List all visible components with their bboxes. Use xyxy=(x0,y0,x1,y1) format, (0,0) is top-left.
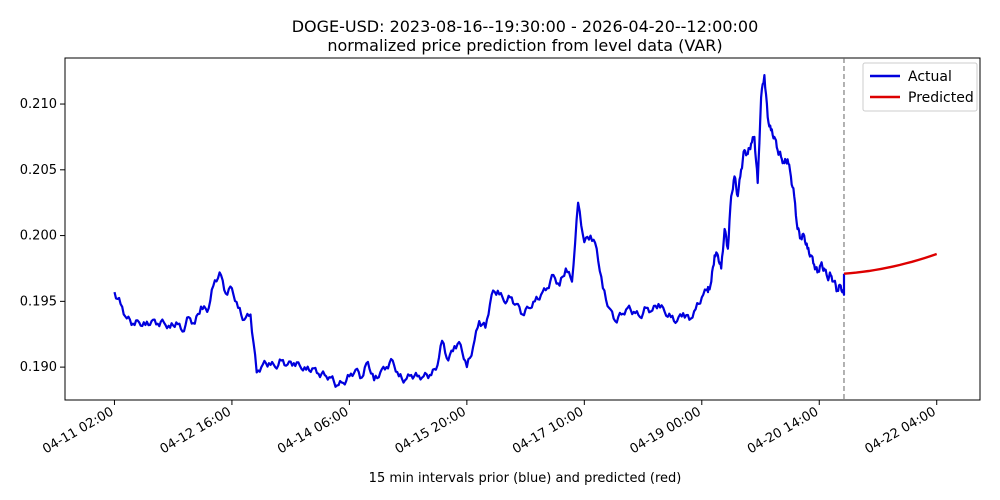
chart-subtitle: normalized price prediction from level d… xyxy=(327,36,722,55)
x-tick-label: 04-14 06:00 xyxy=(275,404,351,457)
legend: Actual Predicted xyxy=(862,62,978,112)
plot-area: 0.190 0.195 0.200 0.205 0.210 04-11 02:00 04-1… xyxy=(20,57,981,457)
x-tick-label: 04-15 20:00 xyxy=(393,404,469,457)
y-tick-label: 0.195 xyxy=(20,294,57,309)
y-tick-label: 0.205 xyxy=(20,163,57,178)
legend-label-predicted: Predicted xyxy=(908,90,974,106)
x-tick-label: 04-19 00:00 xyxy=(628,404,704,457)
chart-title: DOGE-USD: 2023-08-16--19:30:00 - 2026-04… xyxy=(292,17,759,36)
x-tick-label: 04-20 14:00 xyxy=(745,404,821,457)
series-actual-line xyxy=(113,74,846,388)
y-tick-label: 0.200 xyxy=(20,229,57,244)
x-axis-label: 15 min intervals prior (blue) and predic… xyxy=(369,471,682,486)
x-tick-label: 04-22 04:00 xyxy=(862,404,938,457)
legend-label-actual: Actual xyxy=(908,69,952,85)
x-tick-label: 04-17 10:00 xyxy=(510,404,586,457)
y-tick-label: 0.190 xyxy=(20,360,57,375)
x-tick-label: 04-11 02:00 xyxy=(40,404,116,457)
y-tick-label: 0.210 xyxy=(20,97,57,112)
series-predicted-line xyxy=(843,252,938,275)
plot-frame xyxy=(64,57,981,401)
x-tick-label: 04-12 16:00 xyxy=(158,404,234,457)
